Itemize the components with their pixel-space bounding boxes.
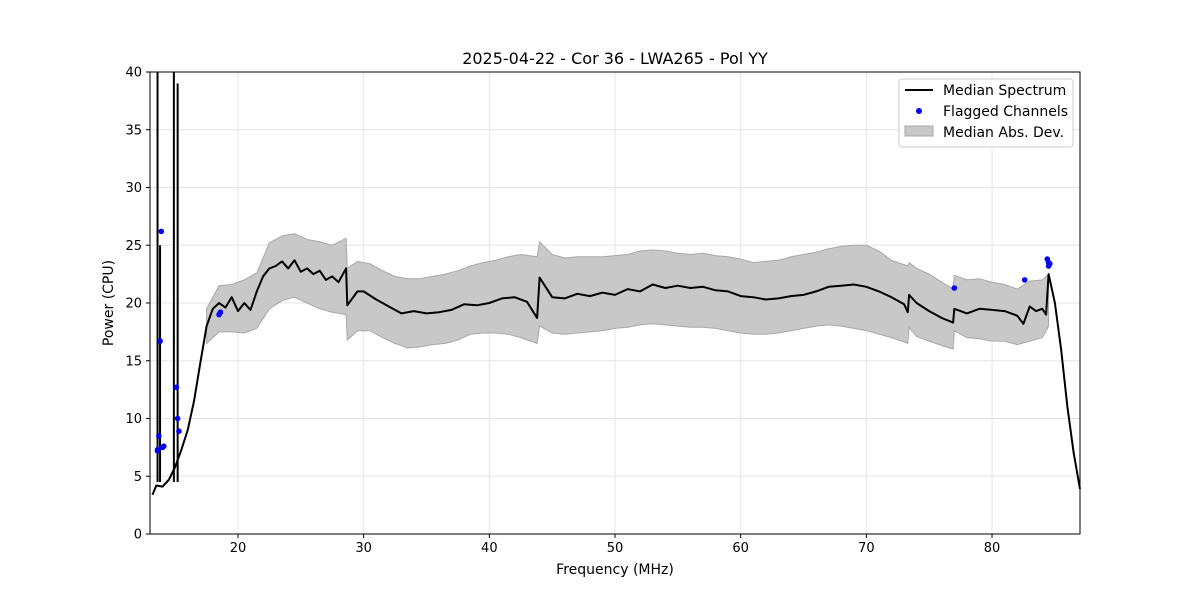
legend-median-label: Median Spectrum — [943, 83, 1066, 99]
mad-band-layer — [206, 233, 1050, 350]
x-tick-label: 40 — [481, 541, 498, 556]
y-tick-label: 15 — [125, 354, 142, 369]
y-tick-label: 40 — [125, 66, 142, 81]
x-axis-label: Frequency (MHz) — [556, 562, 674, 578]
x-tick-label: 30 — [355, 541, 372, 556]
flagged-channel-point — [157, 338, 163, 344]
x-tick-label: 70 — [858, 541, 875, 556]
y-tick-label: 20 — [125, 297, 142, 312]
y-axis-label: Power (CPU) — [101, 260, 117, 346]
y-tick-label: 0 — [134, 528, 142, 543]
x-tick-label: 80 — [984, 541, 1001, 556]
flagged-channel-point — [174, 415, 181, 422]
legend: Median Spectrum Flagged Channels Median … — [898, 78, 1074, 148]
x-axis-ticks: 20 30 40 50 60 70 80 — [230, 534, 1001, 556]
x-tick-label: 20 — [230, 541, 247, 556]
flagged-channel-point — [1021, 277, 1028, 283]
flagged-channel-point — [173, 384, 180, 391]
legend-flagged-label: Flagged Channels — [943, 104, 1068, 120]
y-tick-label: 25 — [125, 239, 142, 254]
median-spectrum-layer — [151, 72, 1081, 496]
y-tick-label: 30 — [125, 181, 142, 196]
flagged-channel-point — [156, 433, 162, 439]
legend-mad-swatch — [904, 125, 934, 137]
flagged-channel-point — [951, 285, 958, 291]
x-tick-label: 60 — [732, 541, 749, 556]
y-axis-ticks: 0 5 10 15 20 25 30 35 40 — [125, 66, 150, 543]
median-spectrum-line — [151, 259, 1081, 496]
legend-box — [898, 78, 1074, 148]
flagged-channel-point — [1047, 260, 1053, 267]
legend-mad-label: Median Abs. Dev. — [943, 125, 1064, 141]
flagged-channel-point — [217, 309, 224, 316]
flagged-channel-point — [154, 446, 161, 453]
y-tick-label: 10 — [125, 412, 142, 427]
flagged-channel-point — [158, 228, 165, 235]
flagged-channel-point — [161, 443, 167, 450]
y-tick-label: 5 — [134, 470, 142, 485]
x-tick-label: 50 — [607, 541, 624, 556]
y-tick-label: 35 — [125, 123, 142, 138]
flagged-channels-layer — [154, 228, 1053, 454]
flagged-channel-point — [176, 428, 182, 435]
legend-flagged-swatch — [916, 108, 922, 114]
chart-title: 2025-04-22 - Cor 36 - LWA265 - Pol YY — [462, 49, 768, 68]
mad-band — [206, 233, 1050, 350]
